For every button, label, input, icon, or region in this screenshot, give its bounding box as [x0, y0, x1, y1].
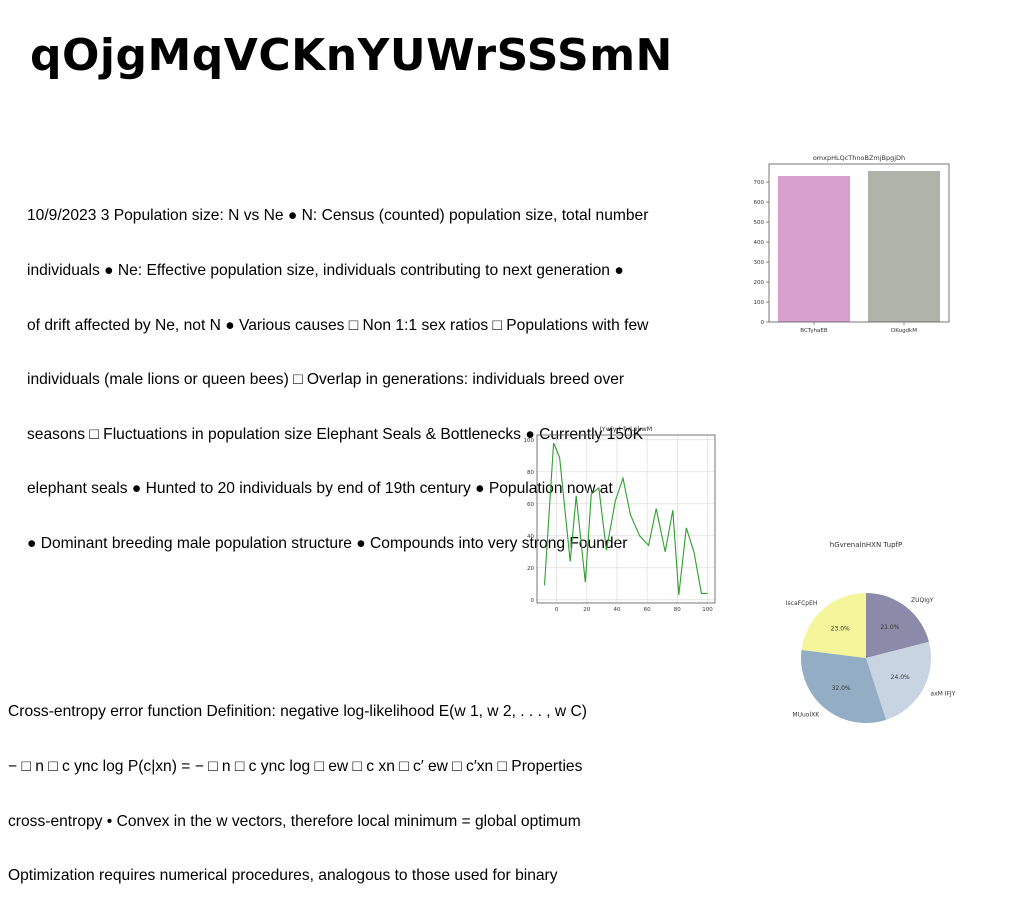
line-series: [543, 442, 708, 596]
x-tick-label: BCTyhaEB: [800, 328, 828, 334]
y-tick-label: 60: [527, 502, 534, 508]
pie-slice: [866, 641, 932, 720]
bar-chart: omxpHLQcThnoBZmjBpgjDh 0 100 200 300 400 500 60…: [754, 154, 950, 334]
cross-entropy-paragraph: Cross-entropy error function Definition:…: [8, 667, 587, 904]
y-tick-label: 600: [754, 200, 765, 206]
plot-frame: [536, 434, 716, 604]
y-tick-label: 300: [754, 260, 765, 266]
pie-chart-title: hGvrenalnHXN TupfP: [830, 541, 902, 549]
pie-slice: [800, 649, 887, 724]
x-tick-label: 100: [702, 607, 713, 613]
x-tick-label: DKugdkM: [891, 328, 917, 334]
pie-label: IscaFCpEH: [786, 600, 818, 607]
line-chart: JYwly t hrLekwM 0 20 40 60 80 100 0 20 40 60 80 100: [524, 425, 716, 613]
text-line: Optimization requires numerical procedur…: [8, 867, 558, 885]
page-title: qOjgMqVCKnYUWrSSSmN: [30, 30, 673, 81]
y-tick-label: 0: [761, 320, 765, 326]
text-line: 10/9/2023 3 Population size: N vs Ne ● N…: [27, 207, 649, 225]
pie-slice: [801, 593, 866, 658]
text-line: individuals (male lions or queen bees) □…: [27, 371, 625, 389]
pie-value-label: 32.0%: [832, 685, 851, 692]
text-line: of drift affected by Ne, not N ● Various…: [27, 316, 649, 334]
bar-chart-title: omxpHLQcThnoBZmjBpgjDh: [813, 154, 905, 162]
x-tick-label: 80: [674, 607, 681, 613]
pie-chart: hGvrenalnHXN TupfP ZUQIgY 21.0% axM IFJY 24.…: [786, 541, 956, 724]
y-tick-label: 20: [527, 566, 534, 572]
text-line: individuals ● Ne: Effective population s…: [27, 262, 624, 280]
text-line: ● Dominant breeding male population stru…: [27, 535, 628, 553]
x-tick-label: 60: [644, 607, 651, 613]
y-tick-label: 80: [527, 470, 534, 476]
text-line: Cross-entropy error function Definition:…: [8, 703, 587, 721]
pie-value-label: 24.0%: [891, 674, 910, 681]
y-tick-label: 400: [754, 240, 765, 246]
y-tick-label: 100: [524, 438, 535, 444]
bar: [778, 176, 850, 322]
text-line: seasons □ Fluctuations in population siz…: [27, 425, 644, 443]
y-tick-label: 500: [754, 220, 765, 226]
pie-value-label: 21.0%: [880, 624, 899, 631]
text-line: elephant seals ● Hunted to 20 individual…: [27, 480, 613, 498]
pie-label: ZUQIgY: [911, 597, 934, 604]
text-line: cross-entropy • Convex in the w vectors,…: [8, 812, 581, 830]
pie-slice: [866, 593, 929, 658]
population-paragraph: 10/9/2023 3 Population size: N vs Ne ● N…: [27, 171, 648, 571]
y-tick-label: 200: [754, 280, 765, 286]
text-line: − □ n □ c ync log P(c|xn) = − □ n □ c yn…: [8, 758, 583, 776]
y-tick-label: 40: [527, 534, 534, 540]
bar: [868, 171, 940, 322]
pie-label: axM IFJY: [930, 690, 955, 697]
line-chart-title: JYwly t hrLekwM: [599, 425, 653, 433]
pie-label: MUuolXK: [792, 712, 820, 719]
y-tick-label: 0: [531, 598, 535, 604]
y-tick-label: 700: [754, 180, 765, 186]
plot-frame: [768, 163, 950, 323]
x-tick-label: 20: [583, 607, 590, 613]
y-tick-label: 100: [754, 300, 765, 306]
pie-value-label: 23.0%: [831, 626, 850, 633]
x-tick-label: 40: [613, 607, 620, 613]
x-tick-label: 0: [555, 607, 559, 613]
